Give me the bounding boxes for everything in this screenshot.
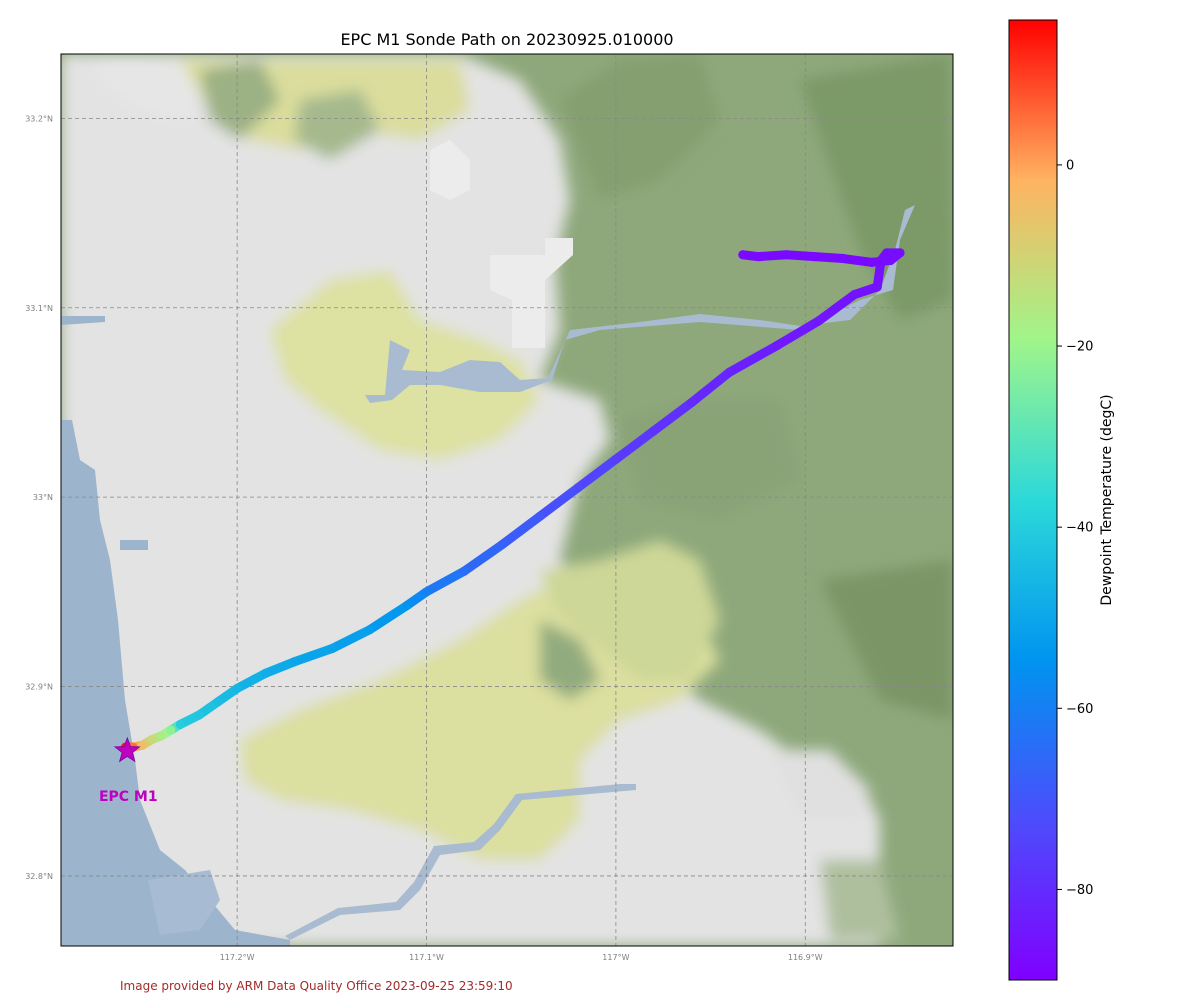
path-point (156, 731, 166, 741)
colorbar-tick-label: −80 (1066, 883, 1093, 898)
path-point (194, 710, 204, 720)
path-segment (232, 668, 271, 693)
path-segment (422, 566, 469, 597)
path-point (166, 725, 176, 735)
path-point (781, 250, 791, 260)
path-point (772, 341, 782, 351)
path-point (137, 740, 147, 750)
path-segment (459, 540, 507, 576)
path-point (147, 735, 157, 745)
path-point (422, 587, 432, 597)
colorbar-tick-label: −20 (1066, 340, 1093, 355)
path-point (850, 290, 860, 300)
path-segment (327, 625, 375, 654)
path-point (175, 719, 185, 729)
colorbar-tick-label: −60 (1066, 702, 1093, 717)
path-segment (725, 341, 782, 377)
path-point (403, 600, 413, 610)
path-segment (810, 252, 848, 264)
map-frame (60, 53, 954, 947)
path-segment (289, 644, 337, 667)
path-segment (814, 290, 860, 326)
path-segment (497, 511, 545, 550)
lon-tick-label: 117°W (602, 953, 629, 962)
path-point (459, 566, 469, 576)
colorbar-label: Dewpoint Temperature (degC) (1099, 394, 1115, 605)
path-point (687, 397, 697, 407)
path-point (497, 540, 507, 550)
lon-tick-label: 117.1°W (409, 953, 444, 962)
site-star-marker (113, 736, 141, 763)
path-segment (535, 483, 583, 521)
path-point (725, 367, 735, 377)
path-point (213, 697, 223, 707)
lon-tick-label: 116.9°W (788, 953, 823, 962)
lat-tick-label: 33°N (33, 493, 53, 502)
path-point (872, 282, 882, 292)
path-segment (838, 254, 877, 267)
path-point (232, 683, 242, 693)
footer-credit: Image provided by ARM Data Quality Offic… (120, 979, 513, 993)
path-point (365, 625, 375, 635)
path-point (573, 483, 583, 493)
path-segment (573, 454, 621, 493)
path-point (738, 250, 748, 260)
path-point (838, 254, 848, 264)
lat-tick-label: 32.8°N (25, 872, 53, 881)
path-segment (772, 316, 824, 351)
path-point (753, 252, 763, 262)
colorbar-tick-label: 0 (1066, 158, 1074, 173)
path-point (289, 657, 299, 667)
lat-tick-label: 32.9°N (25, 683, 53, 692)
lon-tick-labels: 117.2°W 117.1°W 117°W 116.9°W (220, 953, 823, 962)
path-point (886, 255, 896, 265)
path-point (867, 257, 877, 267)
lat-tick-labels: 33.2°N 33.1°N 33°N 32.9°N 32.8°N (25, 114, 53, 881)
colorbar-tick-label: −40 (1066, 521, 1093, 536)
path-point (876, 255, 886, 265)
path-point (895, 248, 905, 258)
colorbar-ticks: 0 −20 −40 −60 −80 (1057, 158, 1093, 898)
path-point (814, 316, 824, 326)
colorbar (1008, 19, 1058, 981)
path-point (535, 511, 545, 521)
path-segment (261, 657, 299, 678)
sonde-path (120, 248, 905, 752)
path-segment (611, 426, 659, 464)
path-segment (365, 600, 413, 635)
path-segment (687, 367, 735, 407)
path-segment (781, 250, 820, 262)
lon-tick-label: 117.2°W (220, 953, 255, 962)
path-point (611, 454, 621, 464)
site-label: EPC M1 (99, 789, 158, 805)
path-point (810, 252, 820, 262)
path-segment (649, 397, 697, 436)
terrain-background (61, 54, 953, 946)
path-segment (753, 250, 791, 262)
path-point (327, 644, 337, 654)
path-point (261, 668, 271, 678)
lat-tick-label: 33.2°N (25, 114, 53, 123)
path-point (649, 426, 659, 436)
lat-tick-label: 33.1°N (25, 304, 53, 313)
gridlines (61, 54, 953, 946)
chart-title: EPC M1 Sonde Path on 20230925.010000 (340, 30, 673, 49)
path-point (882, 248, 892, 258)
